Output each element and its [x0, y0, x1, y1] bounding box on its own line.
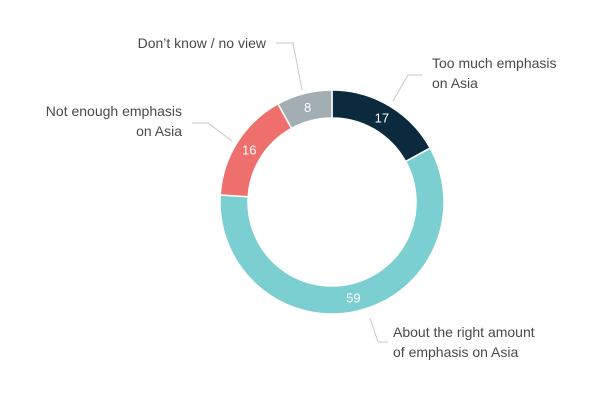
slice-value-label: 17: [375, 111, 389, 126]
slice-value-label: 8: [304, 100, 311, 115]
leader-line: [392, 74, 422, 102]
slice-value-label: 59: [346, 291, 360, 306]
slice-category-label: About the right amount of emphasis on Asi…: [393, 324, 535, 360]
slice-value-label: 16: [242, 142, 256, 157]
slice-category-label: Not enough emphasis on Asia: [46, 103, 182, 139]
leader-line: [192, 122, 233, 142]
leader-line: [276, 42, 303, 91]
slice-category-label: Don’t know / no view: [138, 35, 267, 51]
slice-category-label: Too much emphasis on Asia: [432, 55, 557, 91]
donut-slice: [331, 89, 432, 163]
donut-slice: [277, 89, 333, 130]
leader-line: [369, 317, 388, 343]
donut-slice: [219, 147, 445, 315]
